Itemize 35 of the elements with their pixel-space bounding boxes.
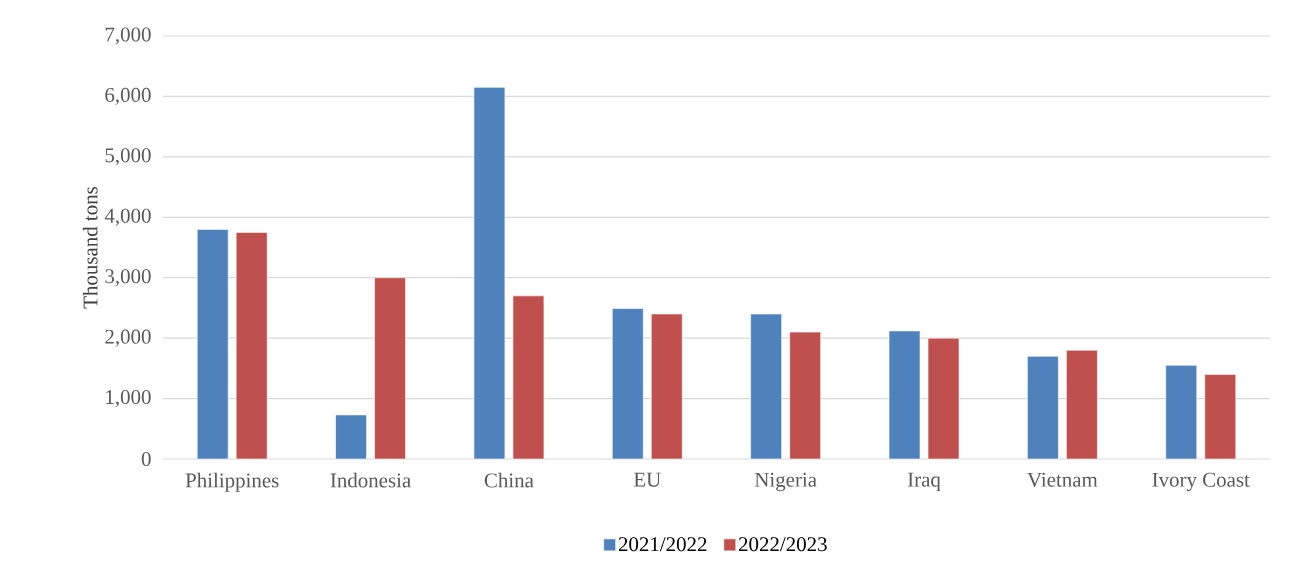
bar [650, 313, 683, 459]
y-tick-label: 0 [141, 451, 151, 467]
legend-label: 2022/2023 [738, 537, 827, 552]
bar [235, 232, 268, 459]
bar [1027, 355, 1059, 459]
bar [750, 313, 782, 459]
bar [888, 330, 921, 459]
bar [1165, 365, 1198, 459]
x-tick-label: Philippines [185, 472, 279, 492]
bar [1204, 374, 1237, 459]
bar [473, 87, 506, 459]
x-tick-label: Vietnam [1027, 472, 1098, 487]
x-tick-label: Nigeria [754, 472, 817, 492]
bar [335, 414, 367, 459]
bar [196, 229, 229, 459]
y-tick-label: 1,000 [106, 390, 151, 408]
x-tick-label: China [484, 472, 534, 488]
bar [374, 277, 406, 459]
bar [1066, 349, 1098, 459]
y-tick-label: 2,000 [105, 329, 151, 347]
y-tick-label: 7,000 [105, 27, 151, 45]
bar [789, 331, 821, 459]
y-tick-label: 3,000 [105, 269, 151, 287]
x-tick-label: EU [633, 472, 661, 487]
x-tick-label: Ivory Coast [1152, 472, 1250, 492]
x-tick-label: Indonesia [330, 472, 411, 488]
y-axis-title: Thousand tons [82, 186, 98, 309]
bar [927, 337, 960, 459]
x-tick-label: Iraq [907, 472, 941, 491]
bar [611, 308, 644, 459]
y-tick-label: 4,000 [104, 208, 151, 226]
y-tick-label: 6,000 [105, 87, 151, 105]
legend-label: 2021/2022 [618, 537, 707, 552]
bar [512, 295, 545, 459]
y-tick-label: 5,000 [105, 148, 151, 166]
